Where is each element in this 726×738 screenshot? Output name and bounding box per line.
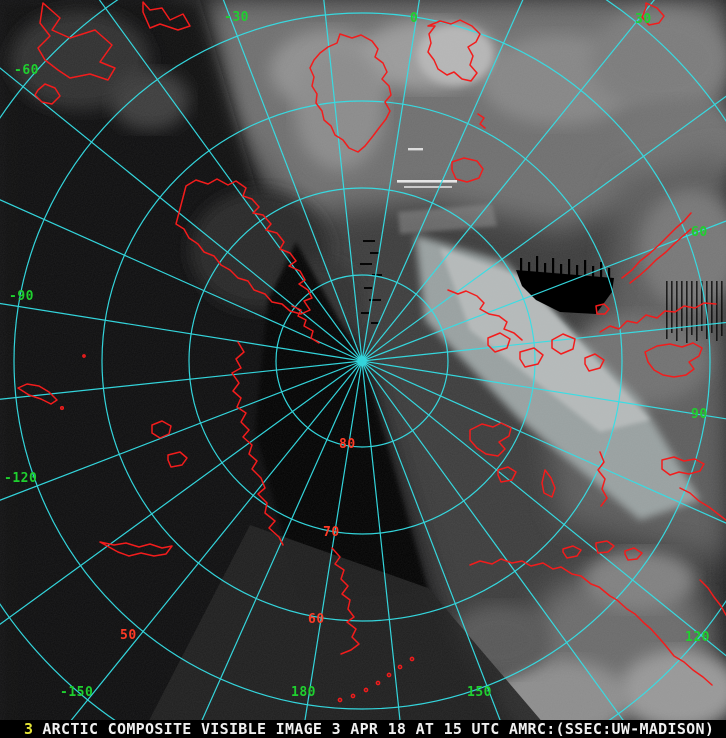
coastlines-layer (17, 1, 726, 703)
lat-label-70: 70 (323, 525, 340, 540)
channel-number: 3 (24, 720, 34, 738)
image-caption: ARCTIC COMPOSITE VISIBLE IMAGE 3 APR 18 … (42, 720, 715, 738)
lon-label-30: 30 (635, 12, 652, 27)
lon-label--60: -60 (14, 63, 39, 78)
lon-label-60: 60 (691, 225, 708, 240)
lon-label-150: 150 (467, 685, 492, 700)
lon-label--90: -90 (9, 289, 34, 304)
lat-label-80: 80 (339, 437, 356, 452)
tick-artifacts (360, 240, 382, 324)
status-bar: 3 ARCTIC COMPOSITE VISIBLE IMAGE 3 APR 1… (0, 720, 726, 738)
sensor-streak-artifact (397, 180, 457, 183)
lat-label-60: 60 (308, 612, 325, 627)
lon-label--150: -150 (60, 685, 94, 700)
lon-label-180: 180 (291, 685, 316, 700)
lon-label-120: 120 (685, 630, 710, 645)
lon-label--30: -30 (224, 10, 249, 25)
lon-label--120: -120 (4, 471, 38, 486)
lon-label-0: 0 (410, 11, 419, 26)
lat-label-50: 50 (120, 628, 137, 643)
lon-label-90: 90 (691, 407, 708, 422)
